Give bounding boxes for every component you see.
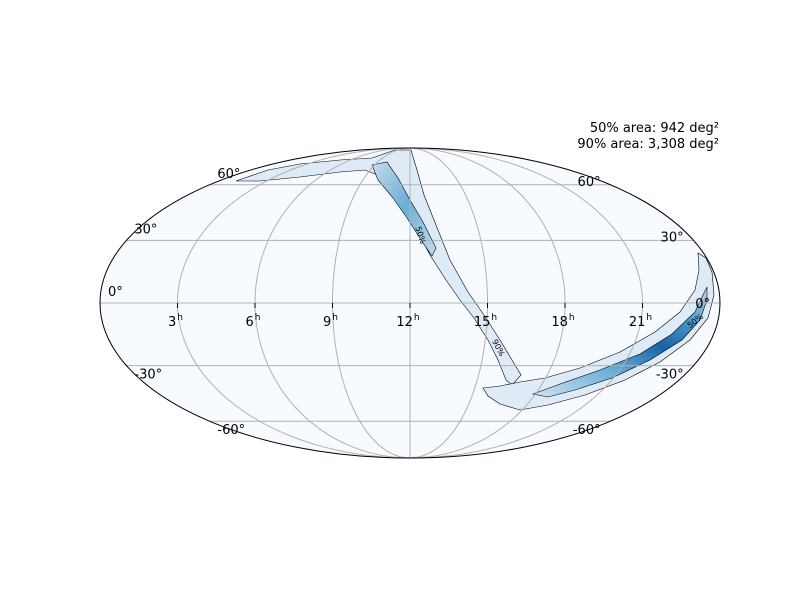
ra-tick-label: 15h [474,313,497,330]
area-90-label: 90% area: 3,308 deg² [577,137,719,152]
north-50-fill [371,161,437,257]
dec-tick-label-left: -60° [573,423,601,438]
ra-tick-label: 3h [168,313,183,330]
map-outline [99,147,721,459]
dec-tick-labels: 60° 60° 30° 30° 0° 0° -30° -30° -60° -60° [108,167,710,438]
dec-tick-label-left: -30° [656,368,684,383]
ra-tick-label: 21h [629,313,652,330]
ra-tick-label: 18h [551,313,574,330]
dec-tick-label-right: -60° [217,423,245,438]
south-50-fill [531,286,708,398]
probability-region [235,149,715,411]
dec-tick-label-left: 0° [695,297,710,312]
dec-tick-label-right: 60° [217,167,240,182]
dec-tick-label-left: 60° [578,175,601,190]
dec-tick-label-right: -30° [134,368,162,383]
dec-tick-label-right: 30° [134,222,157,237]
ra-tick-labels: 21h 18h 15h 12h 9h 6h 3h [168,303,652,330]
dec-tick-label-left: 30° [661,230,684,245]
area-50-label: 50% area: 942 deg² [590,121,719,136]
ra-tick-label: 6h [246,313,261,330]
ra-tick-label: 12h [396,313,419,330]
ra-tick-label: 9h [323,313,338,330]
dec-tick-label-right: 0° [108,285,123,300]
